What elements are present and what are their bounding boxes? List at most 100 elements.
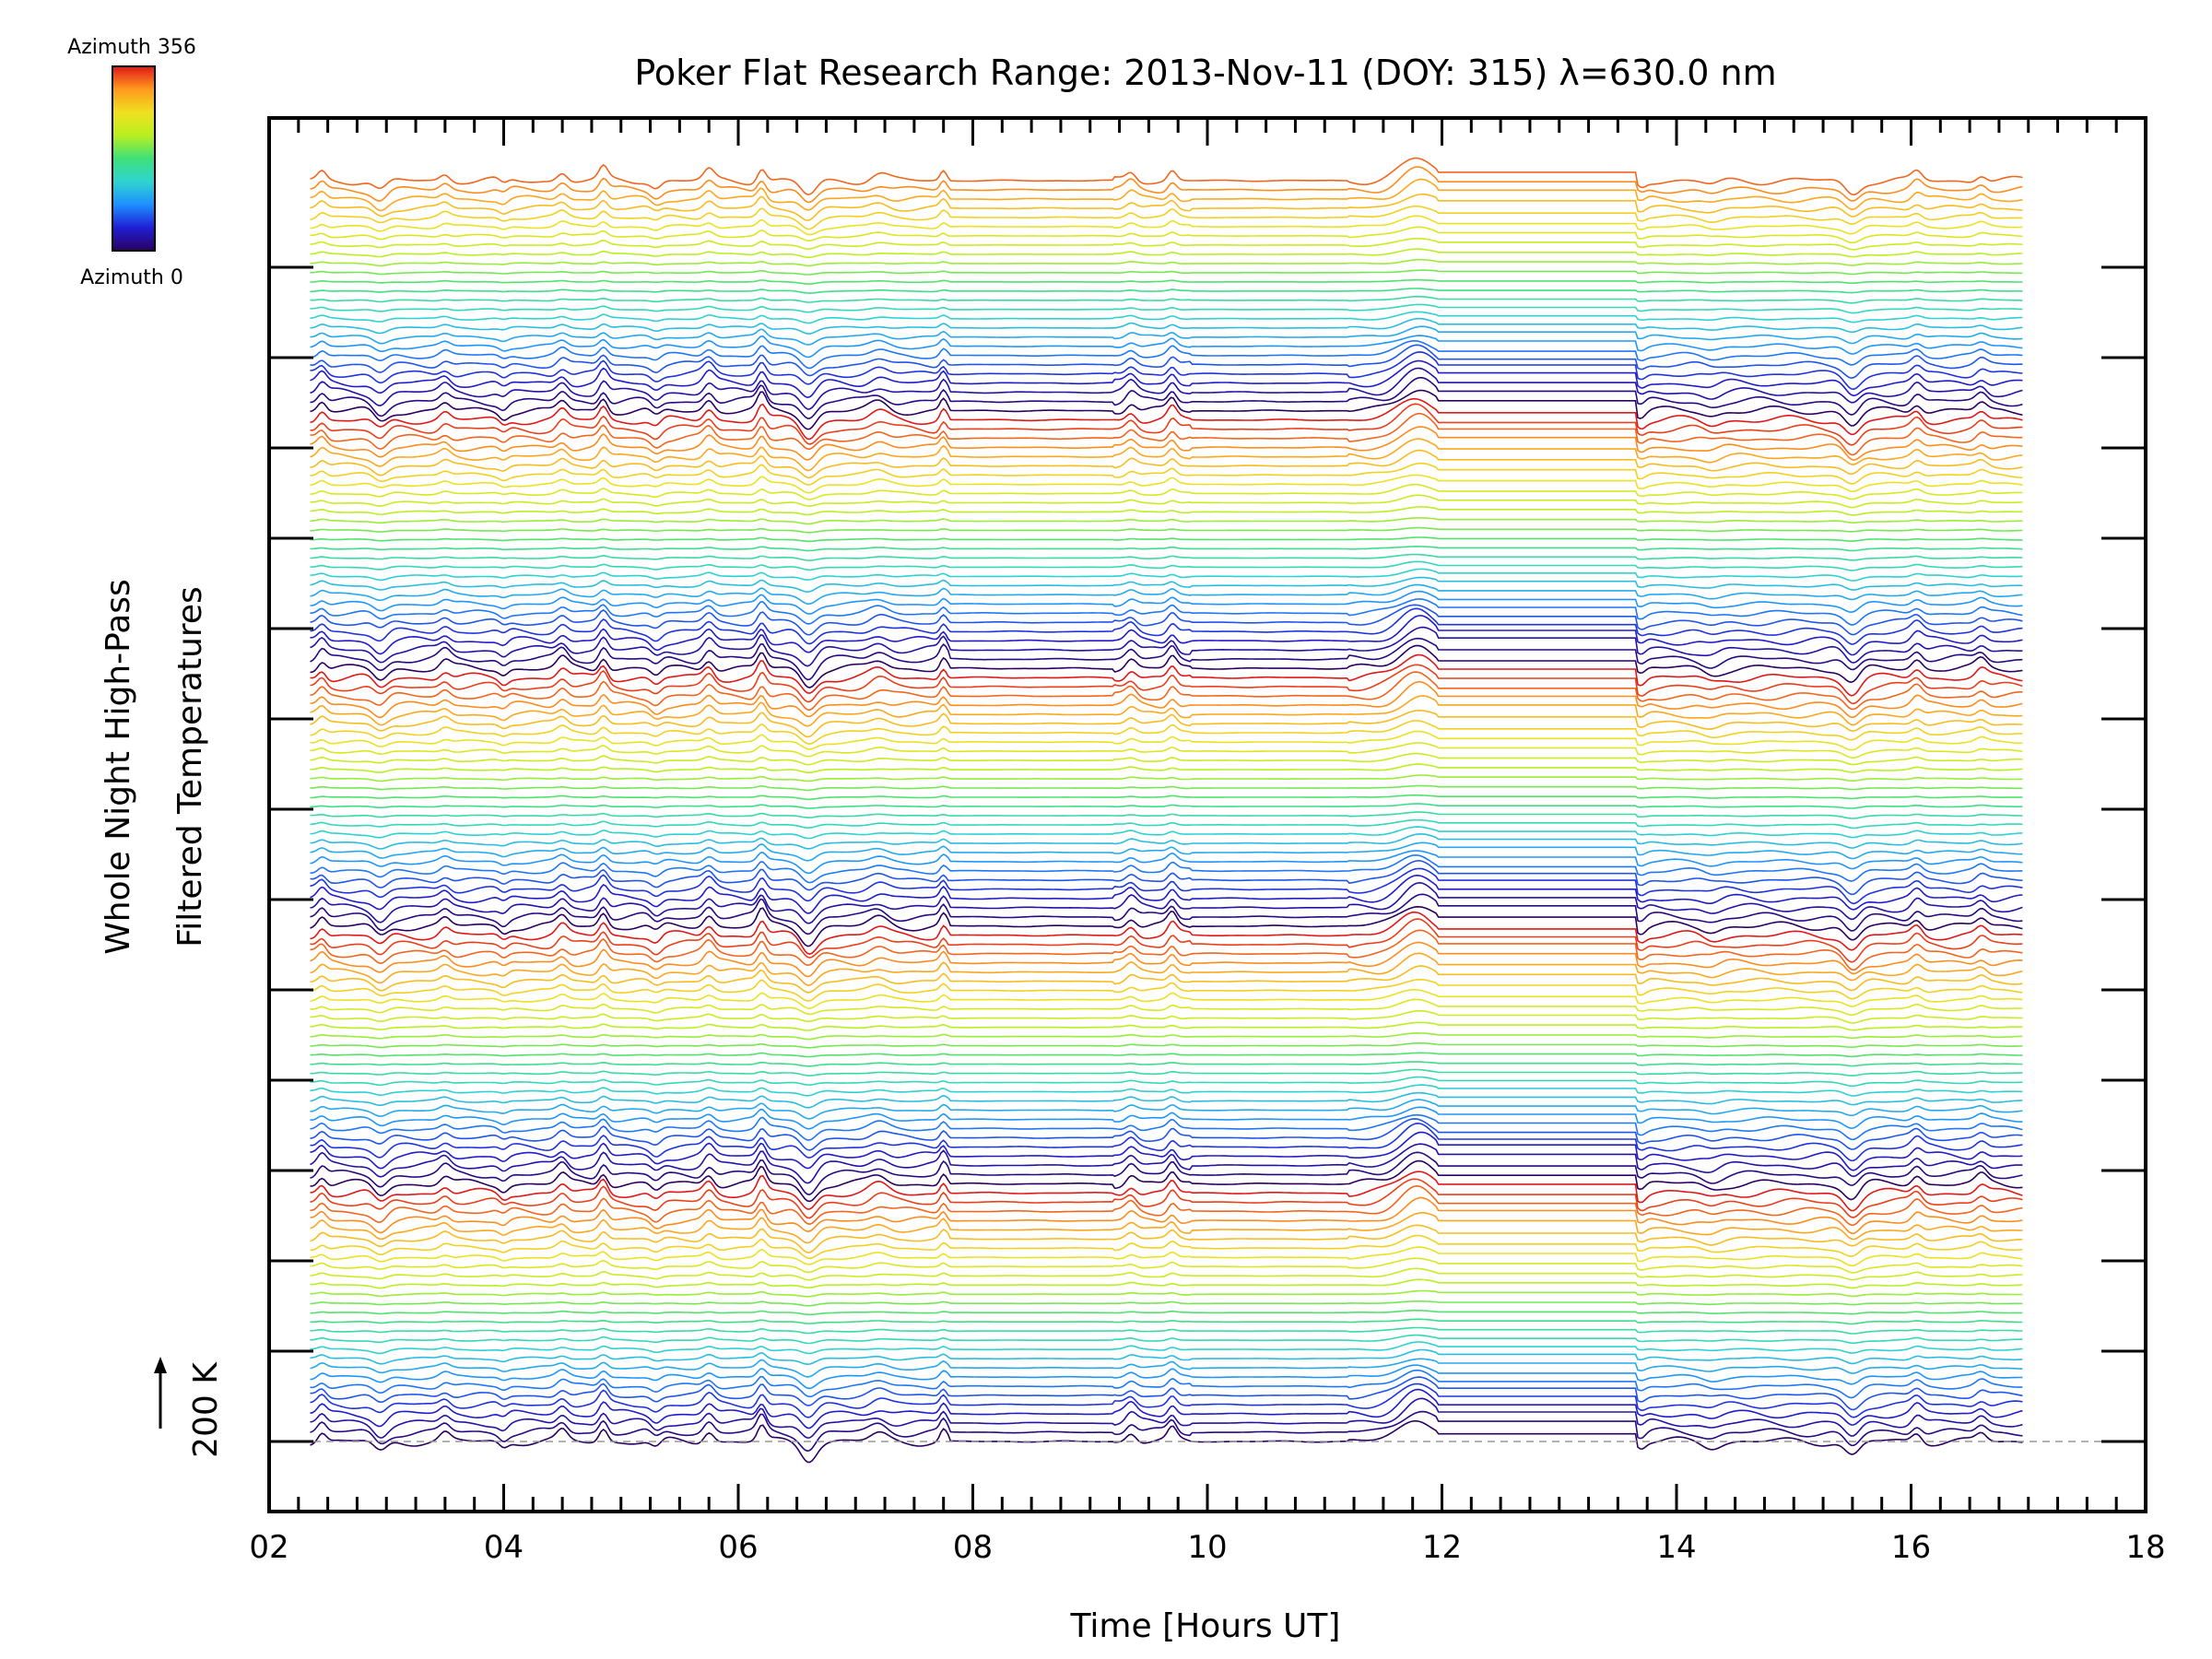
series-line [310, 763, 2023, 773]
series-line [310, 1388, 2023, 1430]
series-line [310, 206, 2023, 230]
x-tick-label: 14 [1656, 1529, 1696, 1566]
series-line [310, 929, 2023, 971]
series-line [310, 709, 2023, 738]
series-line [310, 881, 2023, 924]
series-line [310, 157, 2023, 196]
x-axis-label: Time [Hours UT] [1070, 1607, 1341, 1645]
series-line [310, 978, 2023, 1002]
tick-layer [267, 118, 2147, 1512]
x-tick-label: 12 [1422, 1529, 1462, 1566]
series-line [310, 1178, 2023, 1219]
series-line [310, 598, 2023, 626]
series-line [310, 317, 2023, 335]
series-line [310, 389, 2023, 430]
series-line [310, 730, 2023, 751]
series-line [310, 854, 2023, 884]
series-line [310, 215, 2023, 236]
series-line [310, 1358, 2023, 1378]
series-line [310, 194, 2023, 221]
series-line [310, 166, 2023, 204]
series-line [310, 526, 2023, 534]
series-line [310, 874, 2023, 914]
colorbar-top-label: Azimuth 356 [67, 36, 196, 59]
series-line [310, 412, 2023, 456]
series-line [310, 553, 2023, 561]
series-line [310, 918, 2023, 963]
series-line [310, 1211, 2023, 1244]
series-line [310, 1410, 2023, 1453]
series-layer [310, 157, 2023, 1464]
series-line [310, 1021, 2023, 1031]
series-line [310, 671, 2023, 712]
series-line [310, 1341, 2023, 1355]
series-line [310, 536, 2023, 543]
series-line [310, 1318, 2023, 1325]
series-line [310, 1289, 2023, 1298]
series-line [310, 576, 2023, 594]
series-line [310, 794, 2023, 801]
series-line [310, 377, 2023, 419]
series-line [310, 1159, 2023, 1203]
colorbar [112, 65, 156, 252]
series-line [310, 1348, 2023, 1366]
series-line [310, 1131, 2023, 1171]
series-line [310, 1061, 2023, 1067]
chart-title: Poker Flat Research Range: 2013-Nov-11 (… [634, 53, 1776, 93]
series-line [310, 462, 2023, 486]
series-line [310, 1106, 2023, 1130]
series-line [310, 811, 2023, 819]
series-line [310, 742, 2023, 759]
series-line [310, 988, 2023, 1009]
scale-arrow-head [154, 1357, 167, 1373]
series-line [310, 774, 2023, 782]
series-line [310, 860, 2023, 896]
series-line [310, 893, 2023, 935]
series-line [310, 258, 2023, 267]
series-line [310, 237, 2023, 251]
series-line [310, 1052, 2023, 1058]
series-line [310, 278, 2023, 285]
series-line [310, 1364, 2023, 1390]
series-line [310, 1278, 2023, 1289]
series-line [310, 1334, 2023, 1345]
series-line [310, 1257, 2023, 1274]
series-line [310, 1076, 2023, 1088]
series-line [310, 359, 2023, 399]
series-line [310, 695, 2023, 727]
x-tick-label: 10 [1187, 1529, 1227, 1566]
series-line [310, 426, 2023, 461]
series-line [310, 720, 2023, 746]
series-line [310, 850, 2023, 875]
series-line [310, 1122, 2023, 1162]
series-line [310, 1084, 2023, 1097]
series-line [310, 905, 2023, 947]
series-line [310, 1382, 2023, 1418]
series-line [310, 546, 2023, 552]
series-line [310, 248, 2023, 259]
series-line [310, 1184, 2023, 1227]
series-line [310, 784, 2023, 792]
series-line [310, 339, 2023, 370]
series-line [310, 637, 2023, 681]
series-line [310, 474, 2023, 494]
series-line [310, 607, 2023, 645]
series-line [310, 1376, 2023, 1411]
series-line [310, 911, 2023, 955]
series-line [310, 303, 2023, 314]
series-line [310, 752, 2023, 766]
series-line [310, 1171, 2023, 1212]
series-line [310, 226, 2023, 244]
series-line [310, 325, 2023, 346]
series-line [310, 803, 2023, 809]
series-line [310, 818, 2023, 830]
series-line [310, 1041, 2023, 1049]
series-line [310, 998, 2023, 1017]
series-line [310, 568, 2023, 582]
series-line [310, 351, 2023, 391]
series-line [310, 560, 2023, 571]
series-line [310, 344, 2023, 380]
series-line [310, 644, 2023, 688]
series-line [310, 295, 2023, 304]
